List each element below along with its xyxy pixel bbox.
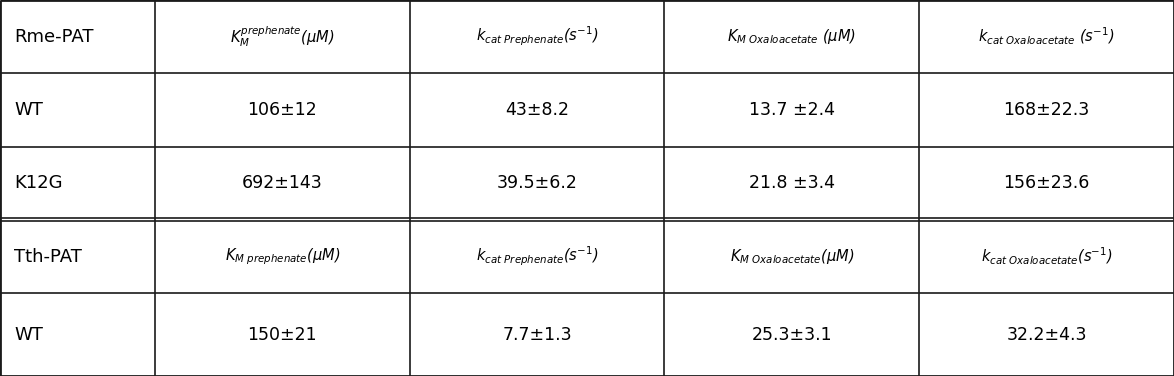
Bar (664, 293, 919, 376)
Text: 13.7 ±2.4: 13.7 ±2.4 (749, 101, 835, 119)
Bar (919, 293, 1174, 376)
Bar (664, 147, 919, 220)
Bar (919, 220, 1174, 293)
Text: 21.8 ±3.4: 21.8 ±3.4 (749, 174, 835, 192)
Text: 106±12: 106±12 (248, 101, 317, 119)
Bar (155, 220, 410, 293)
Text: 32.2±4.3: 32.2±4.3 (1006, 326, 1087, 344)
Bar (919, 0, 1174, 73)
Bar (0, 73, 155, 147)
Bar (919, 73, 1174, 147)
Text: 168±22.3: 168±22.3 (1004, 101, 1089, 119)
Bar (155, 73, 410, 147)
Text: WT: WT (14, 101, 43, 119)
Text: $k_{cat\ Oxaloacetate}$ (s$^{-1}$): $k_{cat\ Oxaloacetate}$ (s$^{-1}$) (978, 26, 1115, 47)
Text: 7.7±1.3: 7.7±1.3 (502, 326, 572, 344)
Bar (664, 220, 919, 293)
Text: $k_{cat\ Prephenate}$(s$^{-1}$): $k_{cat\ Prephenate}$(s$^{-1}$) (475, 245, 599, 268)
Bar (664, 0, 919, 73)
Text: 39.5±6.2: 39.5±6.2 (497, 174, 578, 192)
Bar (919, 147, 1174, 220)
Text: WT: WT (14, 326, 43, 344)
Text: 150±21: 150±21 (248, 326, 317, 344)
Bar (0, 147, 155, 220)
Text: 43±8.2: 43±8.2 (505, 101, 569, 119)
Text: Tth-PAT: Tth-PAT (14, 248, 82, 265)
Text: 156±23.6: 156±23.6 (1004, 174, 1089, 192)
Text: K12G: K12G (14, 174, 62, 192)
Text: $K_{M\ Oxaloacetate}$ (μM): $K_{M\ Oxaloacetate}$ (μM) (728, 27, 856, 46)
Bar (664, 73, 919, 147)
Text: $K_M^{prephenate}$(μM): $K_M^{prephenate}$(μM) (230, 24, 335, 49)
Bar (0, 220, 155, 293)
Text: $K_{M\ prephenate}$(μM): $K_{M\ prephenate}$(μM) (224, 246, 340, 267)
Bar (410, 0, 664, 73)
Text: 692±143: 692±143 (242, 174, 323, 192)
Text: $k_{cat\ Oxaloacetate}$(s$^{-1}$): $k_{cat\ Oxaloacetate}$(s$^{-1}$) (980, 246, 1113, 267)
Bar (155, 147, 410, 220)
Bar (410, 147, 664, 220)
Bar (155, 293, 410, 376)
Text: 25.3±3.1: 25.3±3.1 (751, 326, 832, 344)
Bar (410, 73, 664, 147)
Bar (410, 220, 664, 293)
Bar (410, 293, 664, 376)
Bar (155, 0, 410, 73)
Text: Rme-PAT: Rme-PAT (14, 28, 94, 45)
Text: $K_{M\ Oxaloacetate}$(μM): $K_{M\ Oxaloacetate}$(μM) (730, 247, 853, 266)
Bar (0, 0, 155, 73)
Bar (0, 293, 155, 376)
Text: $k_{cat\ Prephenate}$(s$^{-1}$): $k_{cat\ Prephenate}$(s$^{-1}$) (475, 25, 599, 48)
